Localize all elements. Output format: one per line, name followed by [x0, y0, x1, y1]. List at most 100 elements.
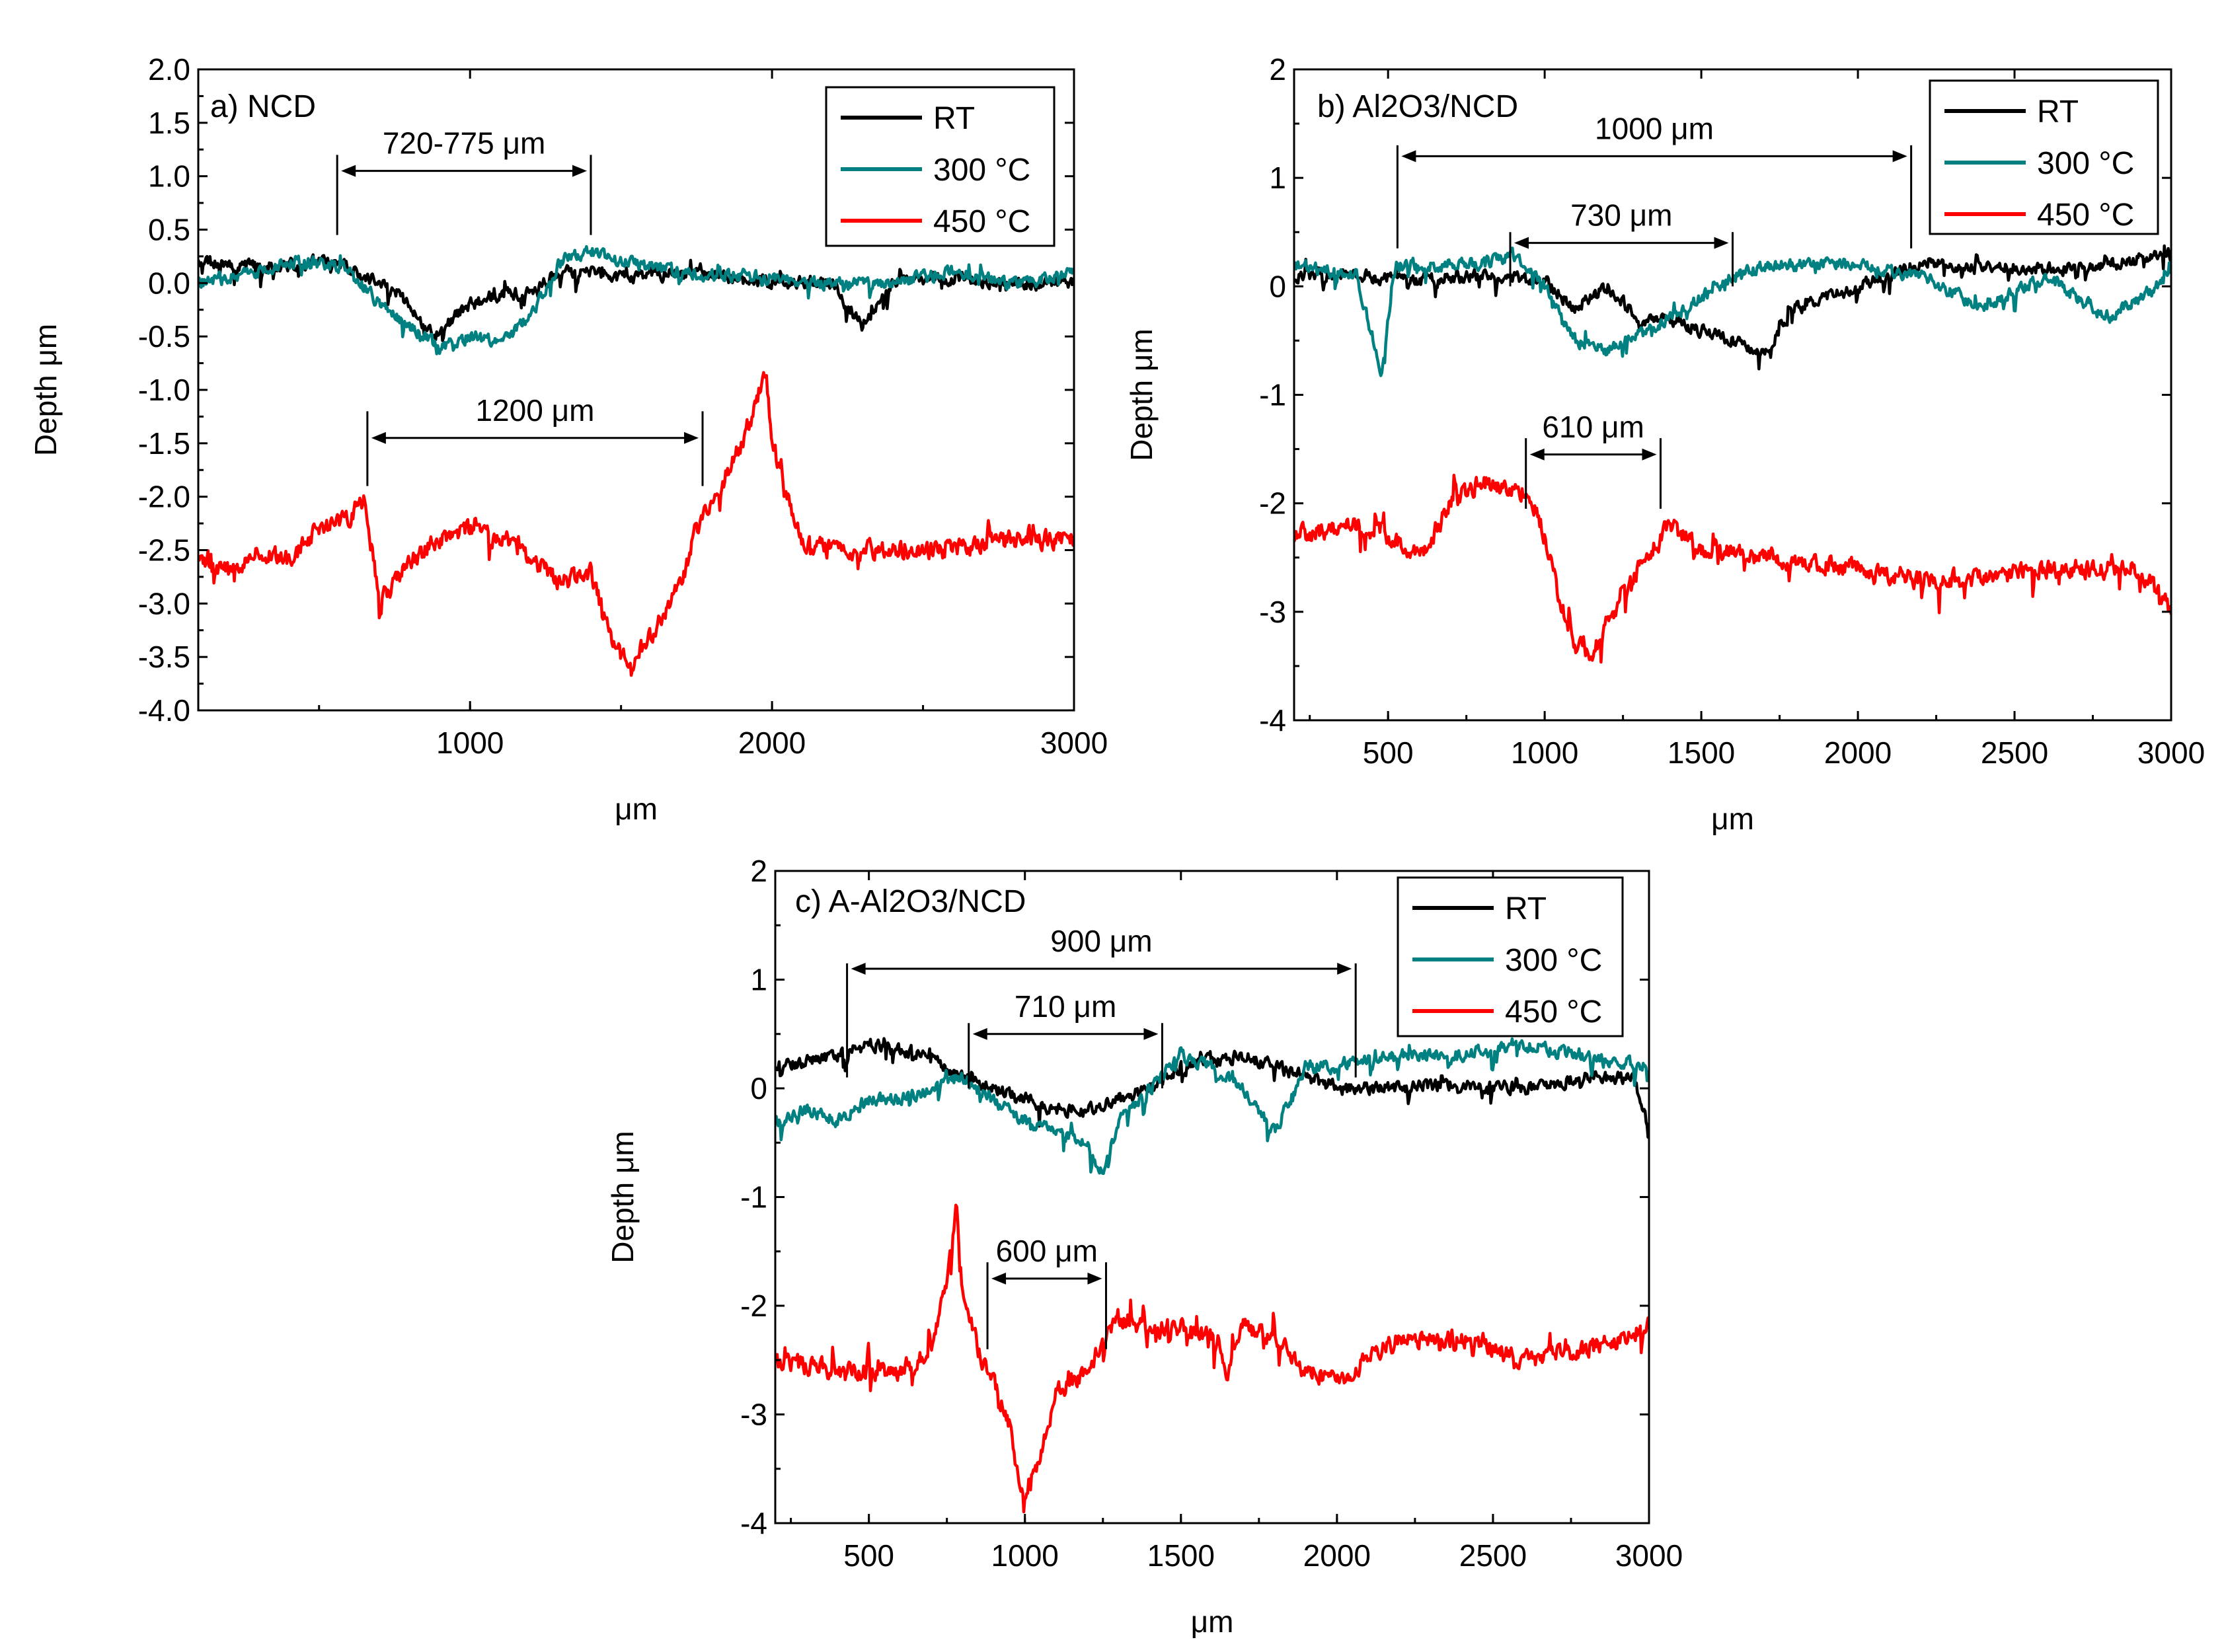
panel-title: b) Al2O3/NCD — [1317, 89, 1518, 124]
legend-label: RT — [933, 101, 975, 136]
y-tick-label: -2 — [1259, 486, 1286, 521]
arrowhead-left — [972, 1028, 987, 1040]
arrowhead-right — [1337, 963, 1352, 975]
dimension-annotation: 600 μm — [986, 1234, 1107, 1349]
arrowhead-left — [1514, 237, 1529, 249]
y-axis-label: Depth μm — [1124, 328, 1159, 461]
arrowhead-right — [572, 165, 587, 177]
dimension-annotation: 610 μm — [1525, 410, 1662, 509]
y-tick-label: -1 — [740, 1180, 767, 1215]
series-group — [198, 244, 1074, 677]
y-tick-label: 1.0 — [148, 159, 190, 194]
dimension-label: 600 μm — [996, 1234, 1098, 1268]
x-axis-label: μm — [1711, 802, 1754, 836]
y-tick-label: 1 — [750, 963, 767, 997]
x-tick-label: 1000 — [991, 1538, 1059, 1573]
y-tick-label: 2 — [1269, 52, 1286, 87]
arrowhead-left — [851, 963, 866, 975]
x-tick-label: 1500 — [1147, 1538, 1215, 1573]
panel-title: c) A-Al2O3/NCD — [795, 884, 1026, 919]
y-tick-label: -3.5 — [138, 640, 190, 674]
legend-label: RT — [1505, 891, 1547, 926]
panel-c: 2 1 0 -1 -2 -3 -4 500 1000 1500 2000 2500 3000 μm Dept… — [605, 854, 1683, 1639]
legend-label: RT — [2037, 94, 2079, 130]
legend: RT 300 °C 450 °C — [825, 86, 1055, 247]
legend-frame — [1929, 79, 2159, 235]
x-tick-label: 3000 — [1615, 1538, 1683, 1573]
y-tick-label: -1.5 — [138, 426, 190, 461]
panel-a: 2.0 1.5 1.0 0.5 0.0 -0.5 -1.0 -1.5 -2.0 -2.5 -3.0 -… — [28, 52, 1108, 826]
legend-label: 450 °C — [1505, 995, 1602, 1030]
dimension-label: 720-775 μm — [383, 126, 545, 161]
series-line-300c — [775, 1037, 1649, 1176]
arrowhead-left — [1529, 448, 1545, 461]
y-tick-label: 0 — [750, 1071, 767, 1106]
y-tick-label: -3.0 — [138, 586, 190, 620]
y-tick-label: 1.5 — [148, 106, 190, 140]
dimension-label: 1200 μm — [475, 393, 594, 428]
arrowhead-right — [1642, 448, 1657, 461]
arrowhead-right — [1892, 150, 1907, 163]
x-tick-label: 1000 — [1511, 735, 1578, 770]
y-axis-label: Depth μm — [28, 324, 63, 456]
x-tick-label: 2500 — [1459, 1538, 1527, 1573]
x-axis-label: μm — [615, 792, 658, 826]
x-tick-label: 2500 — [1981, 735, 2048, 770]
x-tick-label: 2000 — [1303, 1538, 1371, 1573]
y-tick-label: 2 — [750, 854, 767, 888]
legend-label: 300 °C — [1505, 943, 1602, 978]
dimension-label: 1000 μm — [1595, 111, 1714, 145]
y-tick-label: -4 — [1259, 703, 1286, 737]
arrowhead-left — [1401, 150, 1416, 163]
arrowhead-right — [1143, 1028, 1159, 1040]
arrowhead-left — [991, 1272, 1007, 1285]
x-axis-label: μm — [1191, 1604, 1234, 1639]
series-line-rt — [775, 1037, 1649, 1139]
series-group — [775, 1037, 1649, 1514]
y-tick-label: -1 — [1259, 378, 1286, 412]
y-axis-label: Depth μm — [605, 1131, 640, 1263]
legend: RT 300 °C 450 °C — [1929, 79, 2159, 235]
y-tick-label: -4 — [740, 1506, 767, 1540]
series-line-450c — [198, 371, 1074, 677]
y-tick-label: -3 — [740, 1398, 767, 1432]
y-tick-label: -1.0 — [138, 373, 190, 407]
legend-label: 300 °C — [933, 153, 1030, 188]
series-line-300c — [198, 244, 1074, 356]
y-tick-label: -2.5 — [138, 533, 190, 568]
x-tick-label: 2000 — [1824, 735, 1892, 770]
series-line-450c — [775, 1203, 1649, 1514]
legend-label: 450 °C — [933, 204, 1030, 239]
y-tick-label: 2.0 — [148, 52, 190, 87]
y-tick-label: -0.5 — [138, 319, 190, 354]
legend: RT 300 °C 450 °C — [1397, 876, 1624, 1037]
panel-title: a) NCD — [210, 89, 316, 124]
x-tick-label: 2000 — [738, 726, 806, 760]
dimension-label: 730 μm — [1570, 198, 1672, 233]
dimension-label: 710 μm — [1015, 989, 1116, 1024]
panel-b: 2 1 0 -1 -2 -3 -4 500 1000 1500 2000 2500 3000 μm Dept… — [1124, 52, 2205, 836]
dimension-label: 900 μm — [1050, 924, 1152, 958]
series-line-rt — [1294, 244, 2171, 371]
y-tick-label: -3 — [1259, 595, 1286, 629]
arrowhead-left — [371, 432, 386, 444]
y-tick-label: -4.0 — [138, 693, 190, 728]
arrowhead-right — [1714, 237, 1729, 249]
y-tick-label: -2.0 — [138, 480, 190, 514]
legend-label: 450 °C — [2037, 198, 2134, 233]
dimension-label: 610 μm — [1542, 410, 1644, 444]
dimension-annotation: 1000 μm — [1396, 111, 1913, 248]
x-tick-label: 500 — [843, 1538, 894, 1573]
series-line-450c — [1294, 473, 2171, 664]
x-tick-label: 1500 — [1668, 735, 1735, 770]
arrowhead-right — [684, 432, 699, 444]
dimension-annotation: 900 μm — [846, 924, 1357, 1078]
arrowhead-right — [1087, 1272, 1102, 1285]
x-tick-label: 3000 — [2137, 735, 2205, 770]
arrowhead-left — [341, 165, 356, 177]
y-tick-label: 0.0 — [148, 266, 190, 300]
x-tick-label: 500 — [1363, 735, 1414, 770]
dimension-annotation: 710 μm — [968, 989, 1163, 1088]
y-tick-label: -2 — [740, 1289, 767, 1323]
